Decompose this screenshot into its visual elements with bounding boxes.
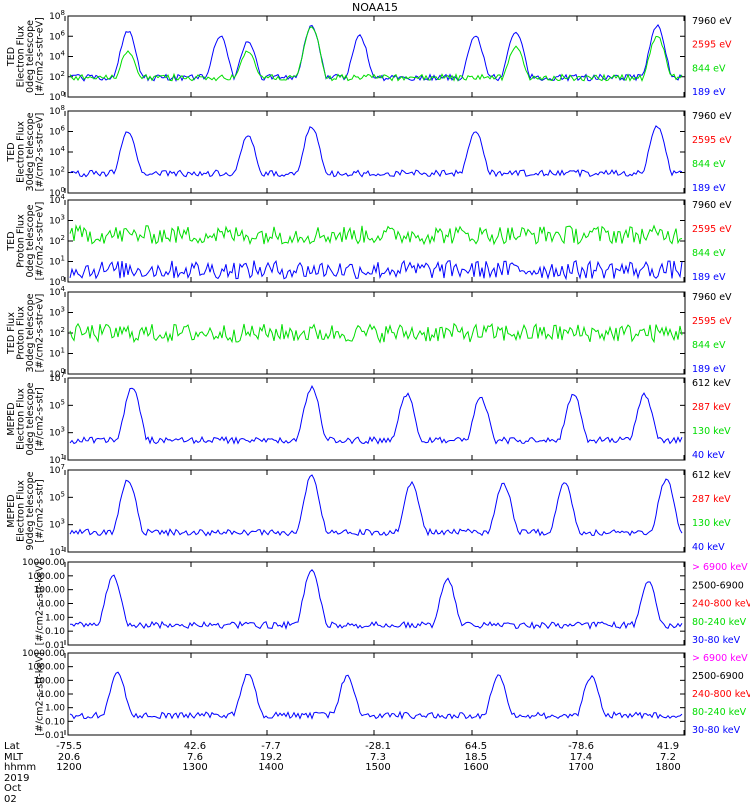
legend-entry: 189 eV — [692, 183, 726, 194]
legend-entry: 844 eV — [692, 340, 726, 351]
panel-frame — [68, 653, 685, 735]
y-tick-label: 1.00 — [45, 704, 65, 714]
legend-entry: 240-800 keV — [692, 599, 750, 610]
y-tick-label: 108 — [49, 104, 65, 117]
y-axis-label: [#/cm2-s-str-eV] — [35, 294, 46, 373]
legend-entry: 130 keV — [692, 518, 731, 529]
legend-entry: 240-800 keV — [692, 689, 750, 700]
legend-entry: 189 eV — [692, 364, 726, 375]
legend-entry: 189 eV — [692, 272, 726, 283]
y-axis-label: [#/cm2-s-str-eV] — [35, 202, 46, 281]
legend-entry: 287 keV — [692, 494, 731, 505]
legend-entry: 844 eV — [692, 248, 726, 259]
footer-label-hhmm: hhmm — [4, 763, 36, 774]
y-tick-label: 105 — [49, 490, 65, 503]
y-tick-label: 106 — [49, 29, 65, 42]
series-line — [70, 475, 682, 536]
panel-frame — [68, 378, 685, 460]
legend-entry: 80-240 keV — [692, 617, 747, 628]
y-tick-label: 102 — [49, 70, 65, 83]
legend-entry: 7960 eV — [692, 111, 732, 122]
legend-entry: 612 keV — [692, 378, 731, 389]
legend-entry: > 6900 keV — [692, 653, 748, 664]
hhmm-value: 1400 — [258, 763, 283, 774]
y-tick-label: 102 — [49, 234, 65, 247]
footer-date: 2019 Oct 02 — [4, 774, 29, 805]
y-axis-label: [#/cm2-s-str] — [35, 387, 46, 450]
series-line — [70, 25, 682, 81]
y-tick-label: 101 — [49, 545, 65, 558]
series-line — [70, 27, 682, 81]
y-tick-label: 106 — [49, 125, 65, 138]
y-tick-label: 105 — [49, 398, 65, 411]
legend-entry: 844 eV — [692, 159, 726, 170]
legend-entry: 40 keV — [692, 450, 725, 461]
legend-entry: 30-80 keV — [692, 725, 741, 736]
series-line — [70, 226, 682, 244]
y-tick-label: 104 — [49, 145, 65, 158]
hhmm-value: 1300 — [182, 763, 207, 774]
legend-entry: 40 keV — [692, 542, 725, 553]
legend-entry: 7960 eV — [692, 200, 732, 211]
y-tick-label: 101 — [49, 255, 65, 268]
series-line — [70, 386, 682, 444]
series-line — [70, 672, 682, 718]
y-tick-label: 104 — [49, 50, 65, 63]
legend-entry: 7960 eV — [692, 16, 732, 27]
legend-entry: 30-80 keV — [692, 635, 741, 646]
legend-entry: 287 keV — [692, 402, 731, 413]
legend-entry: 189 eV — [692, 87, 726, 98]
legend-entry: 2500-6900 — [692, 580, 744, 591]
legend-entry: 7960 eV — [692, 292, 732, 303]
y-tick-label: 1000.00 — [28, 663, 65, 673]
panel-frame — [68, 111, 685, 193]
series-line — [70, 126, 682, 177]
y-tick-label: 0.10 — [45, 627, 65, 637]
hhmm-value: 1600 — [463, 763, 488, 774]
y-tick-label: 102 — [49, 326, 65, 339]
series-line — [70, 261, 682, 279]
y-tick-label: 103 — [49, 306, 65, 319]
y-axis-label: [#/cm2-s-str-keV] — [35, 652, 46, 736]
y-tick-label: 0.01 — [45, 731, 65, 741]
legend-entry: 2595 eV — [692, 40, 732, 51]
legend-entry: > 6900 keV — [692, 562, 748, 573]
y-tick-label: 100 — [49, 90, 65, 103]
y-tick-label: 103 — [49, 214, 65, 227]
legend-entry: 2500-6900 — [692, 671, 744, 682]
series-line — [70, 324, 682, 342]
y-tick-label: 1.00 — [45, 613, 65, 623]
legend-entry: 130 keV — [692, 426, 731, 437]
panel-frame — [68, 470, 685, 552]
y-tick-label: 1000.00 — [28, 572, 65, 582]
series-line — [70, 570, 682, 629]
legend-entry: 612 keV — [692, 470, 731, 481]
legend-entry: 2595 eV — [692, 224, 732, 235]
legend-entry: 2595 eV — [692, 316, 732, 327]
legend-entry: 844 eV — [692, 63, 726, 74]
footer-label-lat: Lat — [4, 742, 20, 753]
y-axis-label: [#/cm2-s-str-keV] — [35, 562, 46, 646]
panel-frame — [68, 16, 685, 97]
y-tick-label: 0.10 — [45, 717, 65, 727]
hhmm-value: 1200 — [56, 763, 81, 774]
y-axis-label: [#/cm2-s-str-eV] — [35, 17, 46, 96]
y-tick-label: 103 — [49, 518, 65, 531]
y-tick-label: 103 — [49, 426, 65, 439]
y-axis-label: [#/cm2-s-str] — [35, 479, 46, 542]
hhmm-value: 1800 — [655, 763, 680, 774]
hhmm-value: 1700 — [568, 763, 593, 774]
hhmm-value: 1500 — [365, 763, 390, 774]
y-tick-label: 102 — [49, 166, 65, 179]
panel-frame — [68, 562, 685, 645]
legend-entry: 2595 eV — [692, 135, 732, 146]
y-tick-label: 101 — [49, 347, 65, 360]
y-axis-label: [#/cm2-s-str-eV] — [35, 113, 46, 192]
legend-entry: 80-240 keV — [692, 707, 747, 718]
y-tick-label: 108 — [49, 9, 65, 22]
